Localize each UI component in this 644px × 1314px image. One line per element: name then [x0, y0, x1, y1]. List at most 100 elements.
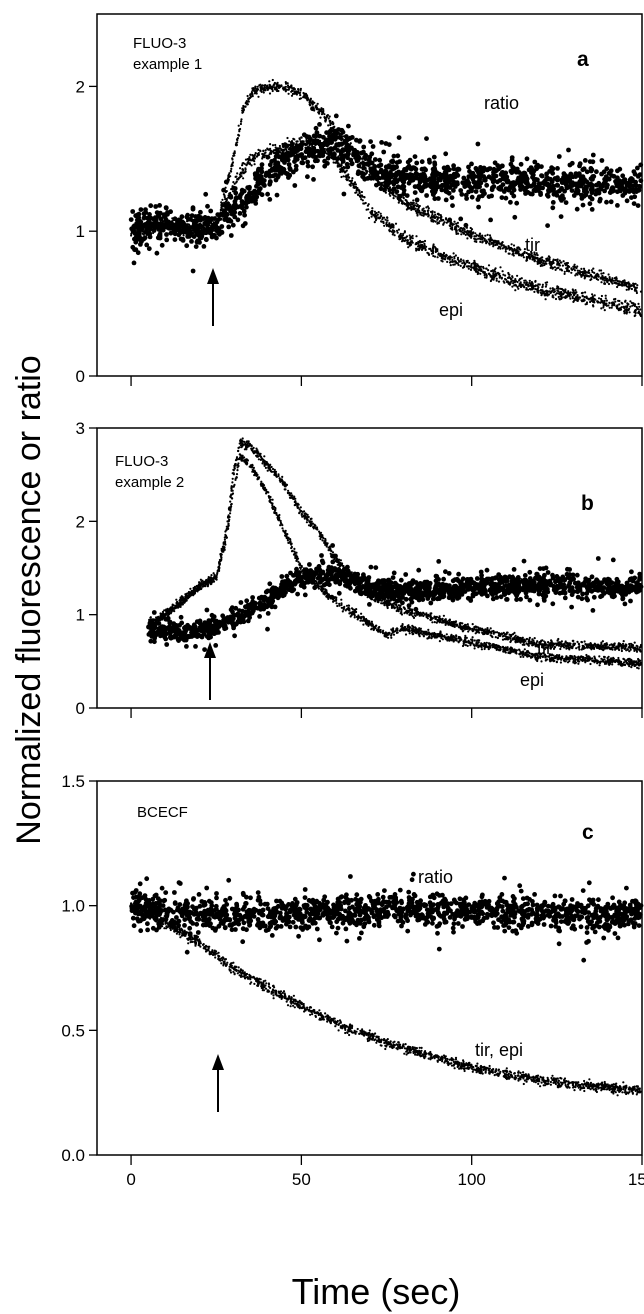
data-point — [378, 186, 384, 192]
data-point — [418, 241, 422, 244]
data-point — [287, 165, 293, 171]
data-point — [180, 236, 186, 242]
data-point — [606, 176, 612, 182]
data-point — [542, 292, 545, 295]
data-point — [402, 232, 405, 235]
data-point — [518, 284, 521, 287]
data-point — [602, 306, 605, 309]
data-point — [279, 165, 285, 171]
data-point — [226, 182, 229, 185]
data-point — [466, 164, 471, 170]
data-point — [432, 162, 438, 167]
data-point — [226, 224, 232, 230]
data-point — [228, 233, 234, 238]
data-point — [190, 225, 193, 228]
data-point — [185, 229, 188, 232]
data-point — [593, 276, 596, 279]
data-point — [624, 308, 627, 311]
data-point — [493, 268, 496, 271]
data-point — [238, 176, 242, 179]
data-point — [582, 158, 588, 163]
data-point — [143, 210, 149, 216]
data-point — [277, 86, 281, 90]
data-point — [254, 85, 257, 88]
data-point — [508, 168, 514, 174]
data-point — [145, 224, 148, 227]
data-point — [603, 309, 606, 312]
data-point — [557, 290, 560, 293]
data-point — [429, 216, 432, 219]
data-point — [232, 214, 238, 220]
data-point — [531, 168, 537, 174]
data-point — [251, 157, 254, 160]
data-point — [613, 277, 617, 280]
data-point — [302, 155, 308, 161]
data-point — [194, 239, 200, 245]
data-point — [498, 245, 501, 248]
data-point — [518, 187, 523, 192]
data-point — [475, 180, 481, 185]
data-point — [448, 173, 453, 179]
data-point — [333, 152, 336, 155]
data-point — [553, 290, 556, 293]
data-point — [377, 183, 380, 187]
data-point — [333, 157, 336, 160]
data-point — [224, 190, 227, 193]
data-point — [541, 289, 544, 292]
data-point — [604, 294, 607, 297]
data-point — [620, 193, 626, 198]
data-point — [223, 209, 226, 212]
data-point — [501, 241, 504, 244]
data-point — [306, 135, 309, 138]
data-point — [631, 201, 637, 207]
data-point — [310, 164, 315, 170]
data-point — [497, 186, 502, 192]
data-point — [623, 310, 626, 313]
data-point — [163, 205, 169, 211]
data-point — [610, 301, 614, 304]
data-point — [591, 304, 595, 307]
data-point — [190, 231, 193, 234]
data-point — [575, 291, 578, 294]
data-point — [437, 212, 440, 215]
data-point — [398, 199, 401, 202]
data-point — [412, 154, 418, 160]
data-point — [516, 274, 519, 277]
data-point — [490, 596, 496, 602]
data-point — [198, 233, 201, 236]
data-point — [486, 166, 492, 172]
data-point — [309, 137, 312, 140]
data-point — [346, 145, 349, 148]
data-point — [405, 199, 408, 202]
data-point — [539, 264, 542, 268]
data-point — [581, 291, 584, 294]
data-point — [484, 182, 490, 188]
data-point — [172, 231, 178, 237]
data-point — [628, 311, 631, 314]
data-point — [560, 178, 565, 184]
data-point — [456, 221, 459, 224]
data-point — [421, 209, 424, 212]
data-point — [220, 211, 223, 215]
data-point — [268, 156, 271, 159]
data-point — [192, 234, 195, 237]
y-tick-label: 2 — [76, 77, 85, 96]
data-point — [327, 156, 330, 159]
data-point — [498, 275, 501, 278]
data-point — [132, 232, 135, 235]
data-point — [273, 177, 279, 183]
data-point — [274, 148, 277, 151]
data-point — [374, 212, 377, 215]
data-point — [589, 207, 595, 212]
data-point — [602, 302, 605, 305]
data-point — [236, 137, 239, 140]
data-point — [555, 292, 558, 295]
data-point — [242, 221, 248, 226]
data-point — [346, 139, 349, 143]
data-point — [495, 279, 498, 282]
data-point — [570, 271, 573, 274]
data-point — [219, 229, 224, 235]
data-point — [528, 287, 532, 291]
data-point — [131, 260, 137, 266]
data-point — [339, 168, 342, 171]
